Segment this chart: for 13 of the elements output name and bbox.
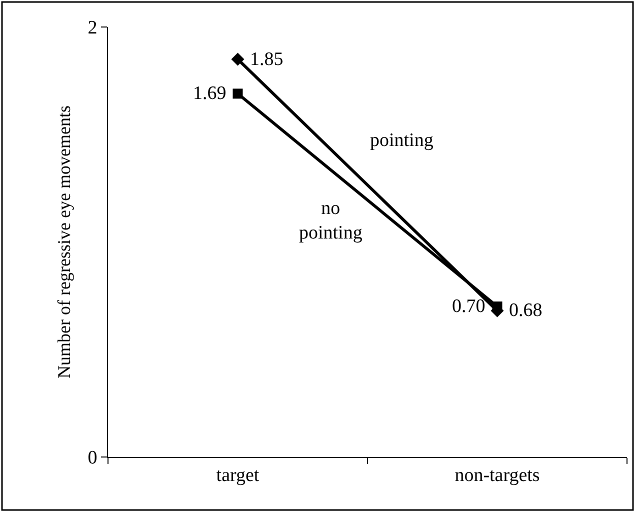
point — [231, 52, 244, 66]
data-label: 1.69 — [193, 83, 226, 104]
x-tick-label: non-targets — [454, 464, 540, 486]
y-tick-label: 2 — [88, 18, 98, 39]
y-tick-label: 0 — [88, 448, 98, 469]
data-label: 0.70 — [452, 296, 486, 317]
y-axis-title: Number of regressive eye movements — [54, 106, 74, 378]
point — [232, 88, 243, 99]
series-label: pointing — [370, 130, 434, 151]
data-label: 0.68 — [509, 300, 542, 321]
data-label: 1.85 — [250, 49, 284, 70]
x-tick-label: target — [216, 464, 260, 486]
series-label: no pointing — [299, 198, 363, 244]
